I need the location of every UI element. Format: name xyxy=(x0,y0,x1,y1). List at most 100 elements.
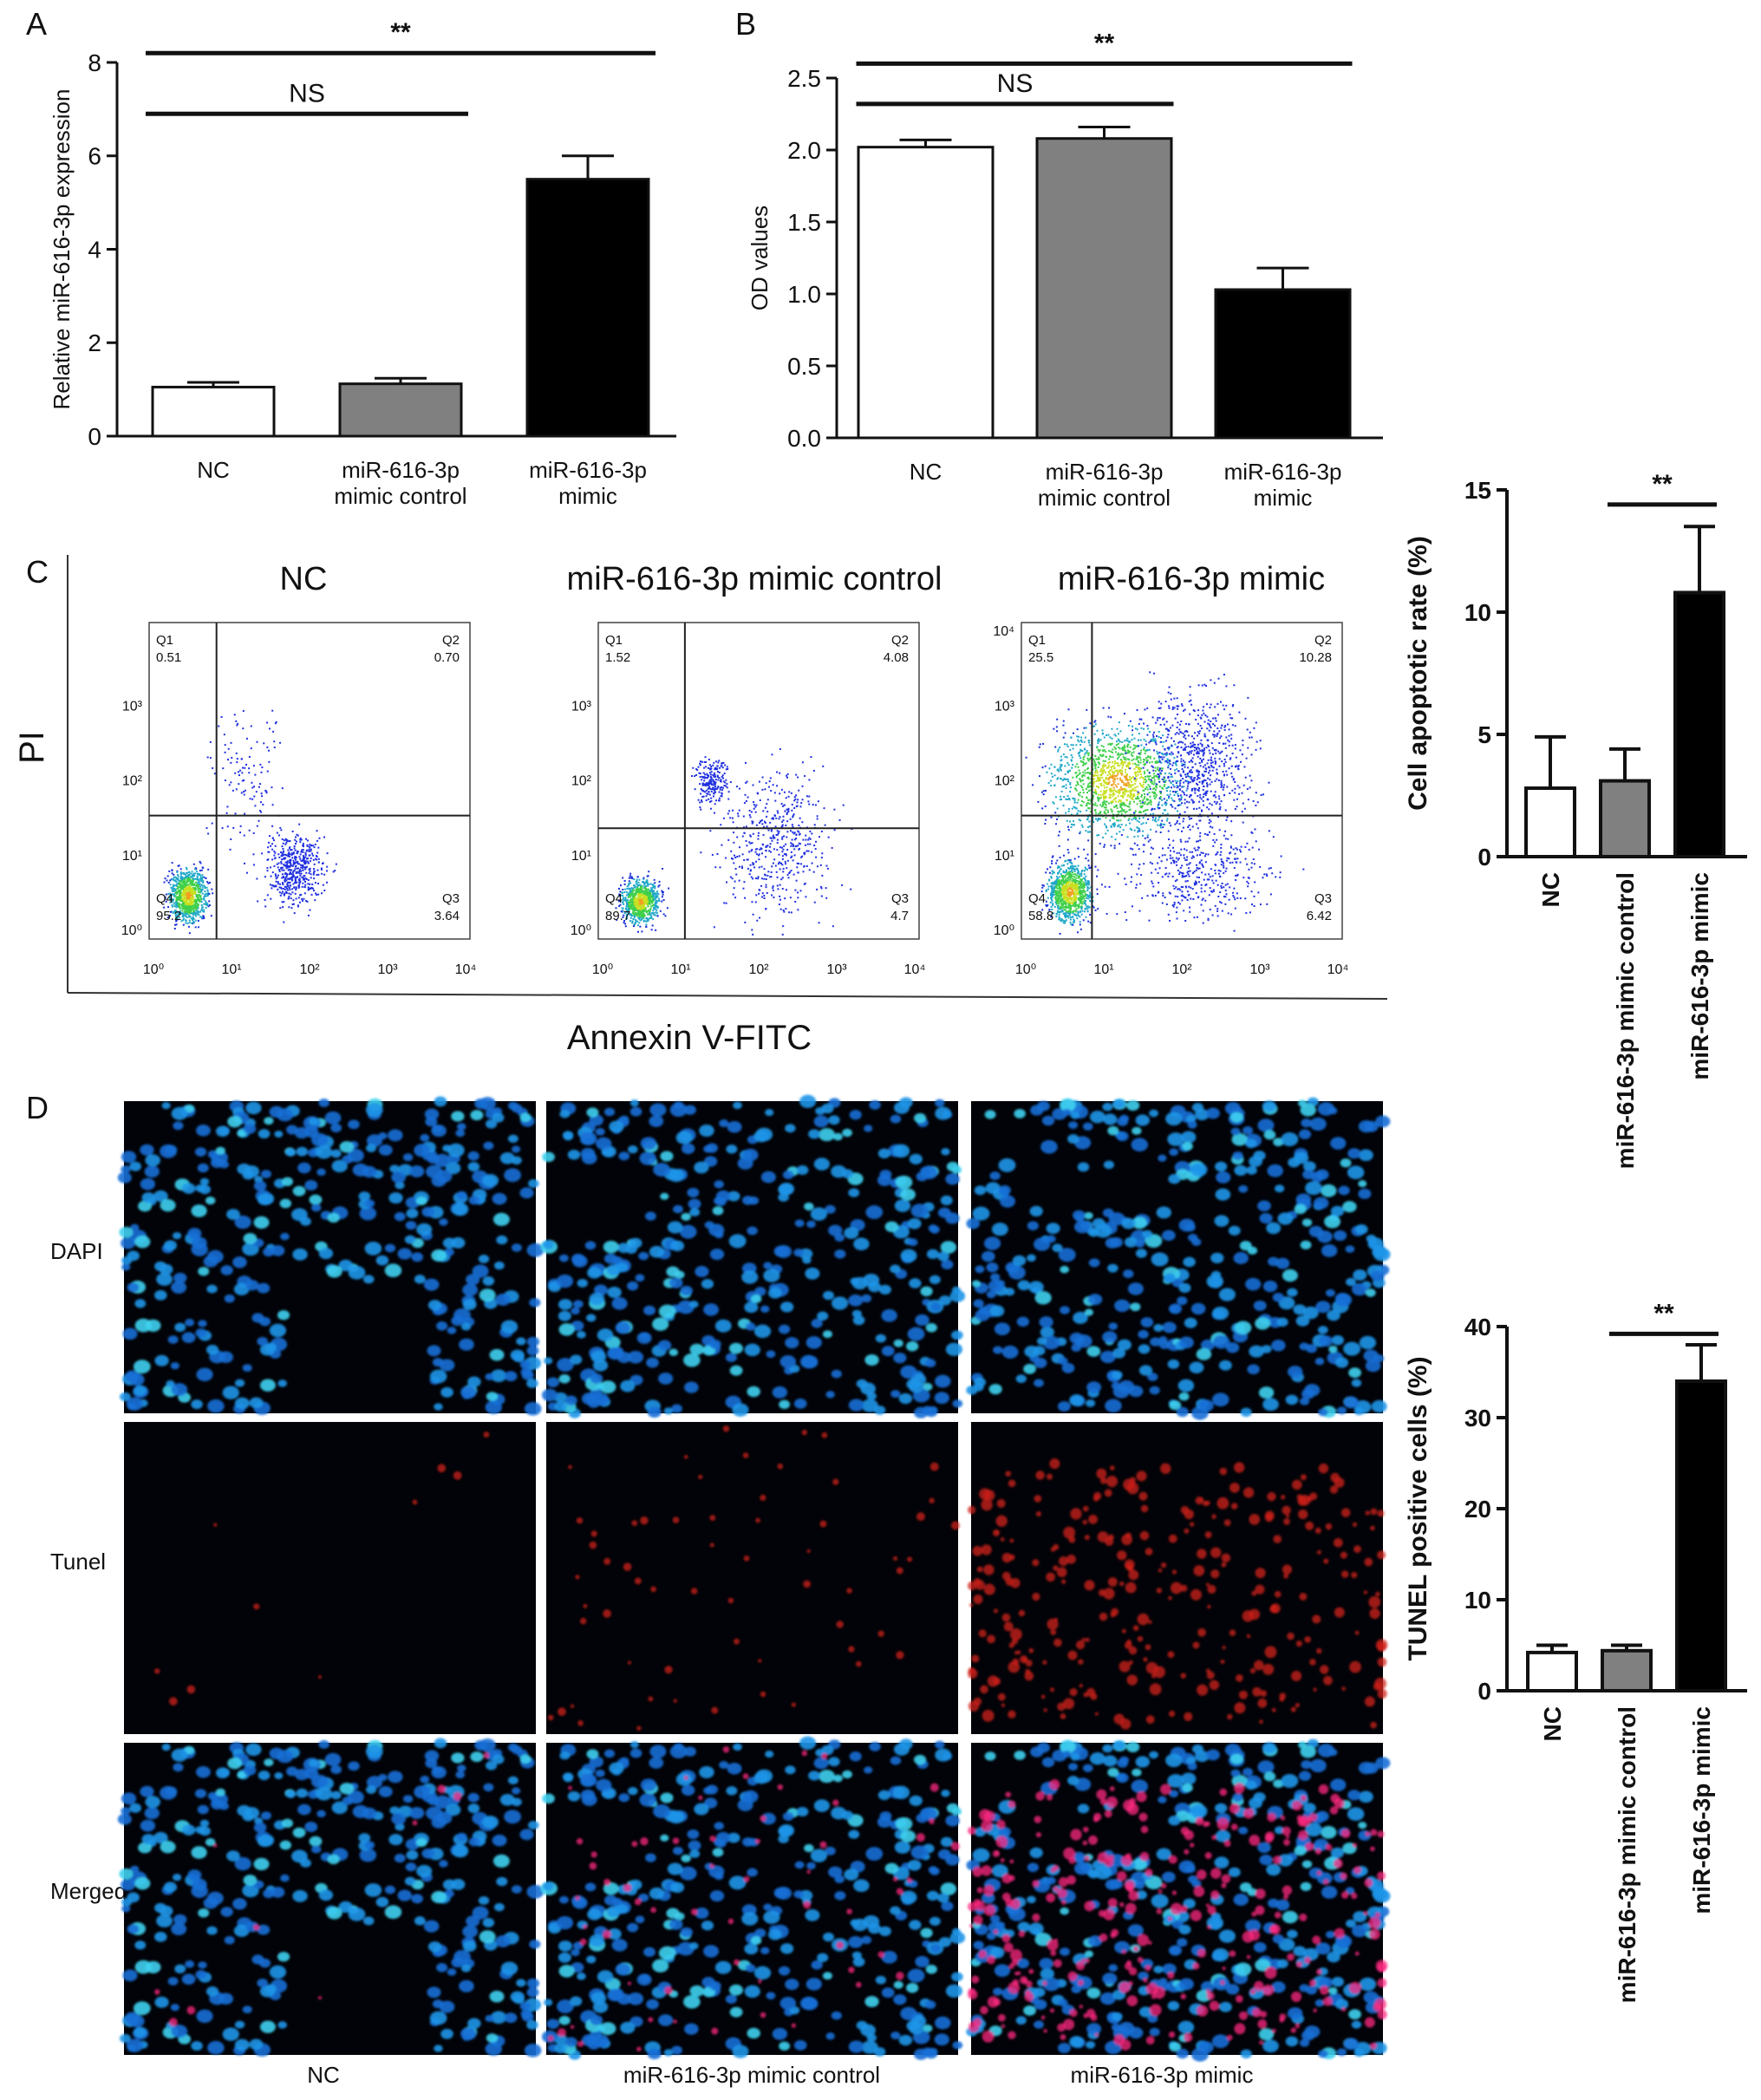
q3-value: 6.42 xyxy=(1307,909,1332,923)
q4-value: 58.8 xyxy=(1028,909,1053,923)
row-label: Merged xyxy=(50,1878,127,1904)
q1-value: 25.5 xyxy=(1028,650,1053,665)
category-label: mimic control xyxy=(1038,485,1171,511)
q1-value: 0.51 xyxy=(156,650,181,665)
flow-x-tick: 10³ xyxy=(1249,962,1270,977)
y-tick-label: 2.0 xyxy=(787,137,821,164)
flow-x-tick: 10⁴ xyxy=(455,962,477,977)
bar xyxy=(1526,1650,1578,1693)
category-label: mimic xyxy=(1254,485,1313,511)
q4-value: 95.2 xyxy=(156,909,181,923)
panel-label-d: D xyxy=(26,1090,49,1125)
y-tick-label: 10 xyxy=(1464,599,1491,626)
flow-plots: NC Q1 0.51 Q2 0.70 Q4 95.2 Q3 3.64 10⁰ 10¹ 10² 10³ 10… xyxy=(121,561,1349,977)
micrograph-dapi xyxy=(966,1097,1391,1420)
flow-x-tick: 10¹ xyxy=(1093,962,1113,977)
flow-dots xyxy=(615,747,853,936)
flow-plot-title: miR-616-3p mimic xyxy=(1058,561,1325,597)
flow-x-tick: 10³ xyxy=(826,962,847,977)
q3-value: 4.7 xyxy=(890,909,909,923)
category-label: miR-616-3p xyxy=(1224,459,1342,485)
y-tick-label: 4 xyxy=(88,236,101,263)
flow-plot: miR-616-3p mimic control Q1 1.52 Q2 4.08 Q4 89… xyxy=(567,561,942,977)
panel-label-c: C xyxy=(26,554,49,590)
q4-label: Q4 xyxy=(605,891,623,906)
y-axis-label: TUNEL positive cells (%) xyxy=(1404,1356,1432,1660)
y-tick-label: 10 xyxy=(1464,1587,1491,1614)
category-label: miR-616-3p mimic xyxy=(1688,1706,1715,1914)
panel-label-a: A xyxy=(26,6,47,42)
micrograph-merged xyxy=(117,1738,545,2058)
flow-y-tick: 10² xyxy=(122,774,143,789)
flow-plot-title: miR-616-3p mimic control xyxy=(567,561,942,597)
q1-value: 1.52 xyxy=(605,650,630,665)
flow-x-tick: 10¹ xyxy=(670,962,690,977)
bar xyxy=(338,382,463,438)
q1-label: Q1 xyxy=(1028,633,1046,648)
q2-value: 10.28 xyxy=(1299,650,1332,665)
bar xyxy=(1675,1379,1727,1692)
y-tick-label: 2.5 xyxy=(787,65,821,92)
bar xyxy=(525,178,650,438)
flow-y-tick: 10¹ xyxy=(995,849,1014,864)
micrograph-tunel xyxy=(546,1422,960,1734)
column-label: NC xyxy=(307,2062,340,2088)
category-label: miR-616-3p xyxy=(1046,459,1164,485)
flow-plot: miR-616-3p mimic Q1 25.5 Q2 10.28 Q4 58.8 Q3 6.4… xyxy=(993,561,1348,977)
flow-y-tick: 10⁰ xyxy=(994,923,1014,938)
significance-label: ** xyxy=(1653,1299,1674,1327)
category-label: miR-616-3p mimic control xyxy=(1612,872,1639,1169)
category-label: mimic xyxy=(558,483,617,509)
flow-x-label: Annexin V-FITC xyxy=(567,1019,812,1057)
y-tick-label: 8 xyxy=(88,49,101,76)
flow-x-tick: 10¹ xyxy=(221,962,241,977)
flow-x-tick: 10² xyxy=(1171,962,1192,977)
chart-a: 0 2 4 6 8 Relative miR-616-3p expression NC miR… xyxy=(49,18,676,509)
flow-y-tick: 10² xyxy=(571,774,592,789)
column-label: miR-616-3p mimic control xyxy=(623,2062,880,2088)
micrograph-dapi xyxy=(117,1096,545,1416)
q2-value: 4.08 xyxy=(884,650,909,665)
q3-value: 3.64 xyxy=(434,909,460,923)
category-label: NC xyxy=(1539,1706,1566,1741)
flow-x-tick: 10⁰ xyxy=(592,962,613,977)
y-tick-label: 1.5 xyxy=(787,209,821,236)
flow-x-tick: 10⁴ xyxy=(1327,962,1349,977)
microscopy-grid: DAPI Tunel Merged NC miR-616-3p mimic contro… xyxy=(50,1094,1391,2088)
q1-label: Q1 xyxy=(605,633,623,648)
flow-y-tick: 10¹ xyxy=(122,849,142,864)
flow-x-tick: 10² xyxy=(748,962,769,977)
flow-y-tick: 10³ xyxy=(571,699,592,714)
category-label: miR-616-3p xyxy=(342,457,460,483)
chart-c-apoptosis: 0 5 10 15 Cell apoptotic rate (%) NC miR-616-3… xyxy=(1404,470,1747,1169)
flow-x-tick: 10⁰ xyxy=(1015,962,1036,977)
q1-label: Q1 xyxy=(156,633,173,648)
y-tick-label: 6 xyxy=(88,143,101,170)
y-axis-label: Relative miR-616-3p expression xyxy=(49,89,75,410)
bar xyxy=(857,146,995,440)
flow-x-tick: 10² xyxy=(299,962,320,977)
flow-plot-frame xyxy=(148,622,471,940)
chart-d-tunel: 0 10 20 30 40 TUNEL positive cells (%) NC miR-6… xyxy=(1404,1299,1747,2003)
bar xyxy=(1673,590,1725,858)
row-label: Tunel xyxy=(50,1549,106,1575)
row-label: DAPI xyxy=(50,1238,103,1264)
flow-x-tick: 10³ xyxy=(377,962,398,977)
micrograph-tunel xyxy=(124,1422,536,1734)
category-label: miR-616-3p mimic xyxy=(1686,872,1713,1080)
y-tick-label: 20 xyxy=(1464,1496,1491,1523)
micrograph-merged xyxy=(540,1736,966,2060)
y-tick-label: 0 xyxy=(1477,844,1491,871)
flow-x-tick: 10⁴ xyxy=(904,962,926,977)
q3-label: Q3 xyxy=(442,891,460,906)
flow-cytometry-panel: PI Annexin V-FITC NC Q1 0.51 Q2 0.70 Q4 95.2 Q3… xyxy=(13,555,1388,1057)
flow-dots xyxy=(1025,671,1305,935)
flow-y-tick: 10⁰ xyxy=(121,923,142,938)
bar xyxy=(1035,137,1173,440)
flow-y-tick: 10³ xyxy=(122,699,143,714)
category-label: miR-616-3p mimic control xyxy=(1614,1706,1640,2003)
y-tick-label: 30 xyxy=(1464,1405,1491,1432)
micrograph-merged xyxy=(966,1738,1391,2062)
y-tick-label: 40 xyxy=(1464,1314,1491,1340)
flow-y-tick: 10¹ xyxy=(571,849,591,864)
